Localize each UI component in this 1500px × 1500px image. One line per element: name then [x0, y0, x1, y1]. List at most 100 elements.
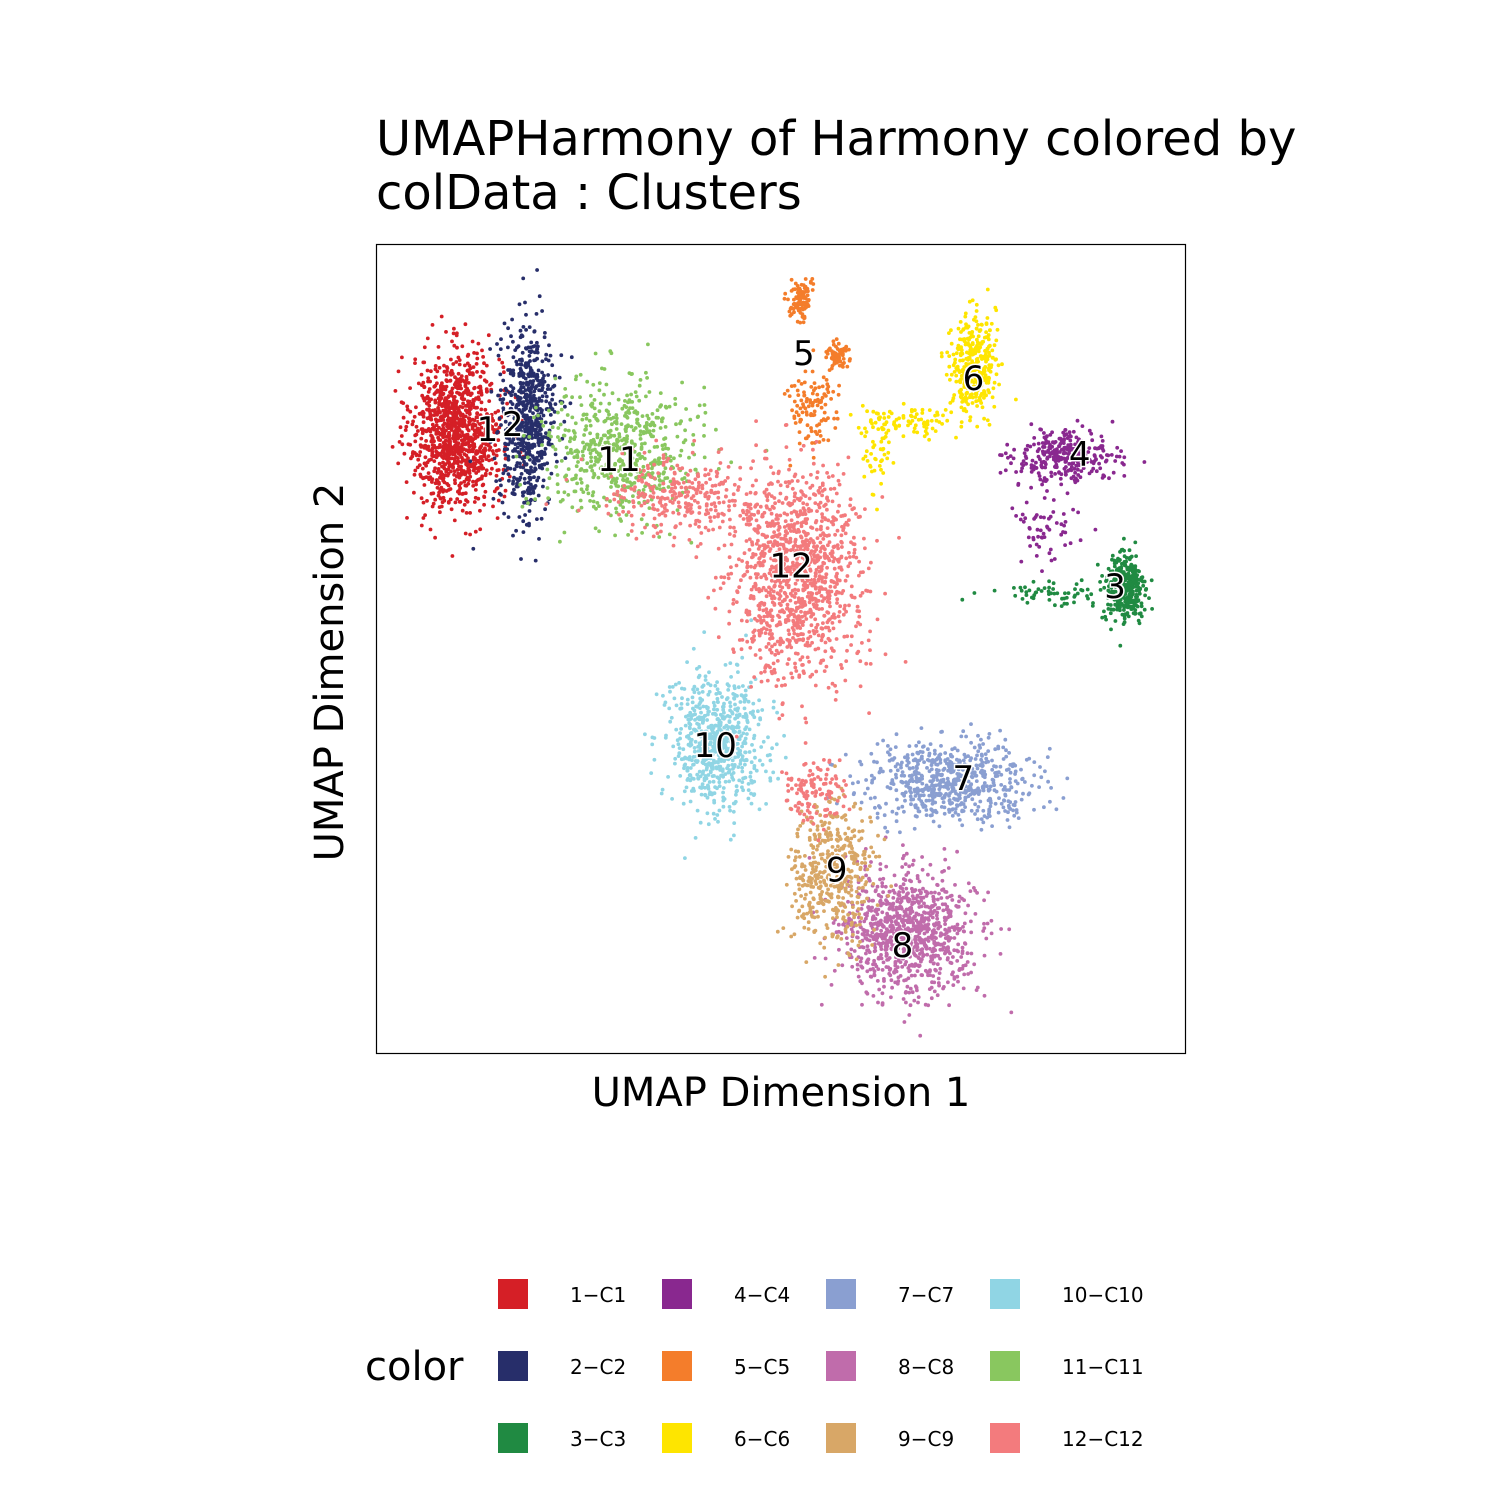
data-point [536, 450, 540, 455]
data-point [795, 403, 800, 408]
data-point [1119, 548, 1124, 552]
data-point [993, 747, 998, 752]
data-point [455, 345, 459, 350]
data-point [980, 764, 985, 768]
data-point [938, 942, 943, 947]
data-point [1042, 476, 1047, 480]
data-point [855, 935, 859, 940]
data-point [893, 426, 898, 431]
data-point [1127, 548, 1132, 553]
data-point [932, 989, 937, 994]
data-point [481, 441, 486, 446]
data-point [405, 407, 410, 412]
data-point [876, 833, 880, 838]
data-point [979, 827, 984, 832]
data-point [936, 926, 941, 931]
data-point [467, 399, 472, 404]
data-point [1053, 472, 1057, 476]
data-point [519, 557, 523, 561]
data-point [822, 410, 827, 415]
data-point [452, 326, 456, 331]
data-point [1027, 791, 1032, 796]
data-point [858, 959, 863, 964]
data-point [929, 954, 933, 959]
data-point [475, 351, 479, 356]
data-point [859, 956, 864, 961]
data-point [979, 817, 984, 821]
data-point [942, 941, 947, 946]
data-point [904, 851, 909, 856]
data-point [400, 442, 405, 447]
data-point [485, 389, 489, 393]
data-point [542, 462, 547, 467]
data-point [1047, 551, 1052, 556]
data-point [1110, 419, 1115, 424]
data-point [421, 500, 426, 505]
data-point [887, 409, 892, 414]
data-point [518, 465, 523, 469]
data-point [444, 489, 449, 493]
data-point [455, 331, 459, 336]
data-point [914, 929, 919, 934]
data-point [921, 886, 925, 891]
data-point [909, 414, 914, 419]
data-point [485, 412, 489, 416]
data-point [437, 490, 441, 495]
data-point [894, 775, 899, 780]
data-point [436, 356, 441, 360]
data-point [455, 399, 459, 404]
data-point [516, 441, 521, 446]
data-point [479, 444, 484, 449]
data-point [961, 964, 966, 968]
data-point [961, 729, 966, 734]
data-point [409, 456, 413, 461]
data-point [446, 432, 451, 437]
data-point [446, 402, 451, 406]
data-point [894, 788, 899, 793]
data-point [900, 770, 905, 774]
data-point [1139, 604, 1144, 609]
data-point [985, 418, 990, 423]
data-point [788, 463, 793, 468]
data-point [419, 383, 424, 387]
data-point [992, 404, 997, 409]
data-point [552, 410, 557, 414]
data-point [1134, 582, 1139, 587]
data-point [524, 462, 529, 466]
data-point [1100, 574, 1104, 578]
data-point [885, 785, 890, 789]
data-point [537, 382, 541, 386]
data-point [1028, 444, 1033, 449]
data-point [939, 896, 944, 900]
data-point [865, 944, 870, 949]
data-point [1133, 611, 1138, 616]
data-point [789, 277, 794, 282]
data-point [865, 929, 870, 934]
data-point [466, 466, 471, 471]
data-point [488, 347, 492, 351]
data-point [525, 468, 530, 473]
data-point [969, 722, 973, 726]
data-point [990, 395, 995, 400]
data-point [514, 426, 519, 430]
data-point [951, 970, 955, 975]
data-point [422, 360, 427, 365]
data-point [524, 428, 529, 433]
data-point [1047, 516, 1051, 521]
data-point [468, 459, 473, 464]
data-point [953, 357, 958, 362]
data-point [464, 377, 469, 382]
data-point [991, 386, 996, 391]
data-point [473, 488, 478, 492]
data-point [853, 801, 857, 806]
data-point [449, 368, 454, 373]
data-point [528, 446, 533, 450]
data-point [883, 934, 888, 938]
data-point [896, 806, 901, 811]
data-point [517, 398, 521, 402]
data-point [950, 801, 954, 805]
data-point [476, 341, 481, 346]
data-point [974, 326, 979, 331]
data-point [931, 778, 936, 783]
data-point [494, 422, 499, 426]
